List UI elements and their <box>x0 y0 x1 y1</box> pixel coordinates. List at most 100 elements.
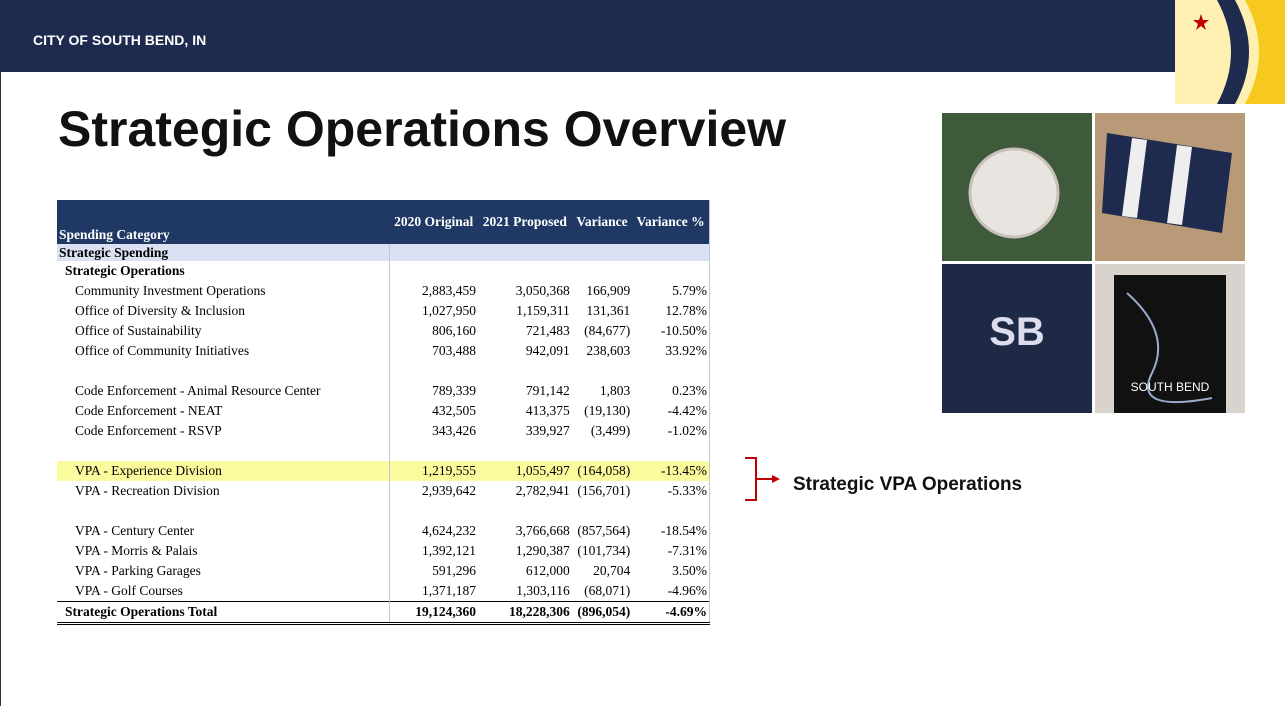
cell <box>572 441 633 461</box>
data-row: VPA - Golf Courses 1,371,187 1,303,116 (68,… <box>57 581 711 602</box>
column-header: Variance % <box>632 200 711 244</box>
cell <box>57 441 390 461</box>
value-cell: 2,939,642 <box>421 483 476 498</box>
header-bar <box>0 0 1285 72</box>
value-cell: 2,883,459 <box>421 283 476 298</box>
value-cell: (84,677) <box>584 323 631 338</box>
cell <box>572 261 633 281</box>
row-label: VPA - Century Center <box>57 521 390 541</box>
value-cell: 5.79% <box>632 281 711 301</box>
value-cell: 703,488 <box>432 343 476 358</box>
cell <box>478 361 572 381</box>
cell <box>632 244 711 261</box>
shirt-text: SB <box>989 310 1045 354</box>
value-cell: 1,027,950 <box>421 303 476 318</box>
value-cell: (101,734) <box>577 543 631 558</box>
total-row: Strategic Operations Total 19,124,360 18,2… <box>57 601 711 625</box>
bracket-arrow <box>745 457 780 501</box>
value-cell: 3,050,368 <box>515 283 570 298</box>
data-row: VPA - Century Center 4,624,232 3,766,668 (8… <box>57 521 711 541</box>
value-cell: 131,361 <box>586 303 631 318</box>
left-rule <box>0 72 1 706</box>
data-row: VPA - Recreation Division 2,939,642 2,782,… <box>57 481 711 501</box>
value-cell: -1.02% <box>632 421 711 441</box>
data-row: Code Enforcement - RSVP 343,426 339,927 (3,… <box>57 421 711 441</box>
value-cell: 343,426 <box>432 423 476 438</box>
data-row: VPA - Parking Garages 591,296 612,000 20,70… <box>57 561 711 581</box>
slide-title: Strategic Operations Overview <box>58 101 787 157</box>
total-value: (896,054) <box>571 601 633 625</box>
logo <box>1175 0 1285 104</box>
value-cell: -5.33% <box>632 481 711 501</box>
total-value: -4.69% <box>632 601 711 625</box>
photo-collage: SB SOUTH BEND <box>942 113 1245 413</box>
value-cell: 413,375 <box>525 403 570 418</box>
value-cell: 1,290,387 <box>515 543 570 558</box>
cell <box>478 261 572 281</box>
value-cell: 942,091 <box>525 343 570 358</box>
value-cell: -18.54% <box>632 521 711 541</box>
cell <box>478 501 572 521</box>
header-row: Spending Category 2020 Original 2021 Propo… <box>57 200 711 244</box>
poster-text: SOUTH BEND <box>1131 380 1210 394</box>
row-label: Code Enforcement - Animal Resource Cente… <box>57 381 390 401</box>
value-cell: 591,296 <box>432 563 476 578</box>
value-cell: (19,130) <box>584 403 631 418</box>
value-cell: (156,701) <box>577 483 631 498</box>
value-cell: 238,603 <box>586 343 631 358</box>
cell <box>632 361 711 381</box>
section-label: Strategic Spending <box>57 244 390 261</box>
row-label: VPA - Golf Courses <box>57 581 390 602</box>
value-cell: 12.78% <box>632 301 711 321</box>
row-label: Code Enforcement - NEAT <box>57 401 390 421</box>
value-cell: 1,303,116 <box>516 583 570 598</box>
value-cell: 791,142 <box>525 383 570 398</box>
cell <box>632 261 711 281</box>
row-label: Code Enforcement - RSVP <box>57 421 390 441</box>
value-cell: 20,704 <box>593 563 631 578</box>
value-cell: -7.31% <box>632 541 711 561</box>
value-cell: 1,159,311 <box>516 303 570 318</box>
value-cell: 612,000 <box>525 563 570 578</box>
value-cell: 339,927 <box>525 423 570 438</box>
cell <box>390 441 478 461</box>
data-row: Code Enforcement - NEAT 432,505 413,375 (19… <box>57 401 711 421</box>
value-cell: 1,219,555 <box>389 461 478 481</box>
value-cell: -13.45% <box>632 461 711 481</box>
total-value: 19,124,360 <box>389 601 478 625</box>
value-cell: 806,160 <box>432 323 476 338</box>
value-cell: (3,499) <box>590 423 631 438</box>
column-header: Variance <box>571 200 633 244</box>
value-cell: (164,058) <box>571 461 633 481</box>
column-header: 2020 Original <box>389 200 478 244</box>
data-row: Office of Sustainability 806,160 721,483 (8… <box>57 321 711 341</box>
cell <box>572 501 633 521</box>
row-label: VPA - Recreation Division <box>57 481 390 501</box>
value-cell: 2,782,941 <box>515 483 570 498</box>
value-cell: 166,909 <box>586 283 631 298</box>
value-cell: 0.23% <box>632 381 711 401</box>
value-cell: -10.50% <box>632 321 711 341</box>
row-label: Office of Community Initiatives <box>57 341 390 361</box>
value-cell: 4,624,232 <box>421 523 476 538</box>
column-header: Spending Category <box>57 200 390 244</box>
cell <box>632 501 711 521</box>
cell <box>572 361 633 381</box>
column-header: 2021 Proposed <box>477 200 572 244</box>
cell <box>390 361 478 381</box>
cell <box>632 441 711 461</box>
value-cell: -4.42% <box>632 401 711 421</box>
cell <box>390 261 478 281</box>
value-cell: 721,483 <box>525 323 570 338</box>
value-cell: 432,505 <box>432 403 476 418</box>
data-row: Code Enforcement - Animal Resource Cente… <box>57 381 711 401</box>
data-row: Community Investment Operations 2,883,459… <box>57 281 711 301</box>
spacer-row <box>57 361 711 381</box>
annotation: Strategic VPA Operations <box>793 474 1023 495</box>
cell <box>478 441 572 461</box>
total-label: Strategic Operations Total <box>57 601 390 625</box>
row-label: Office of Sustainability <box>57 321 390 341</box>
data-row: Office of Community Initiatives 703,488 94… <box>57 341 711 361</box>
value-cell: (857,564) <box>577 523 631 538</box>
